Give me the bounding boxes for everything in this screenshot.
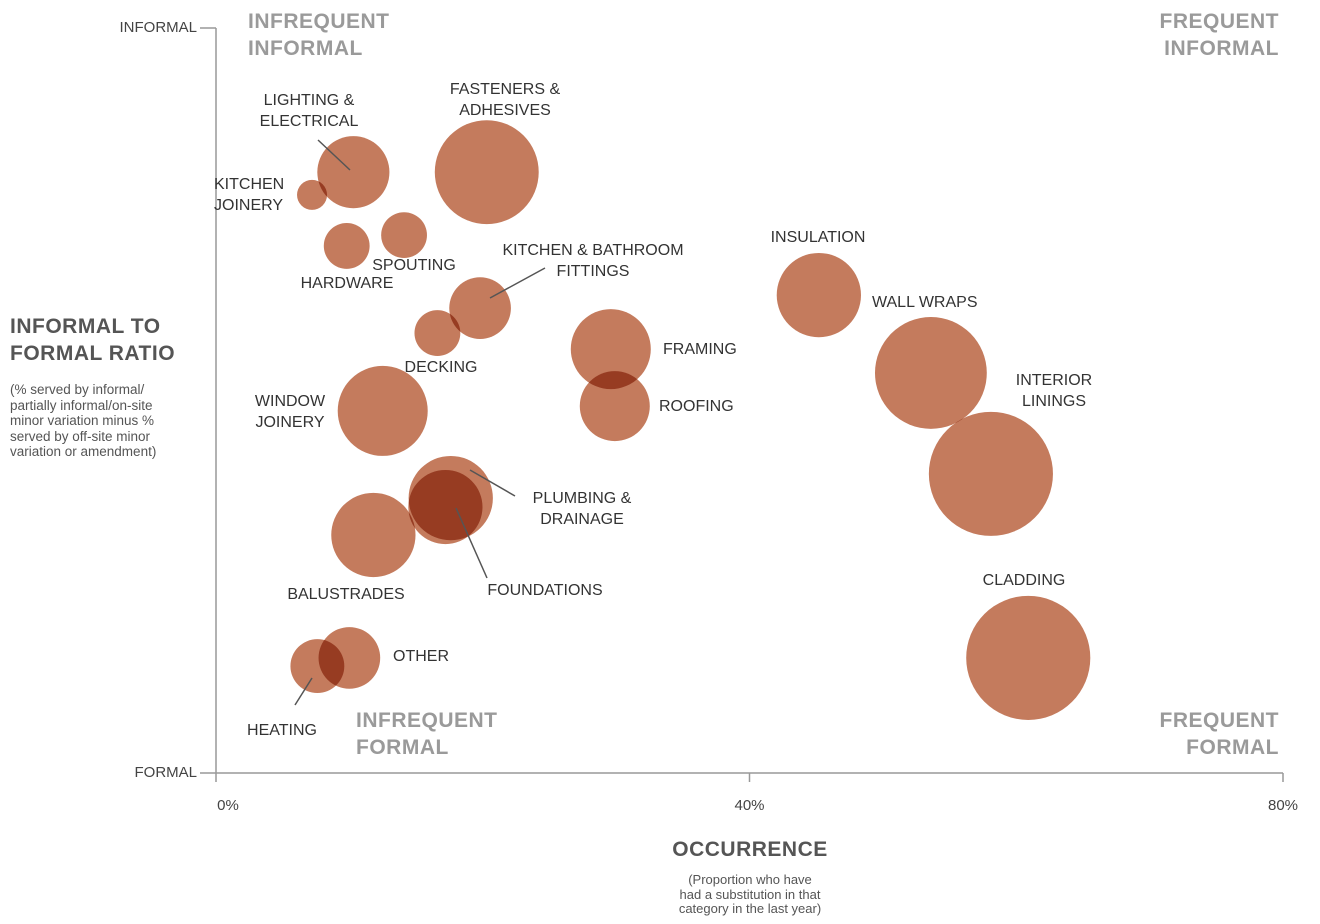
bubble-label: HEATING — [247, 722, 317, 739]
bubble — [874, 317, 987, 429]
bubble-label: KITCHEN & BATHROOM FITTINGS — [502, 242, 684, 280]
quadrant-label: FREQUENT INFORMAL — [1159, 10, 1279, 60]
bubble — [928, 411, 1053, 536]
quadrant-label: INFREQUENT FORMAL — [356, 709, 498, 759]
bubble-label: LIGHTING & ELECTRICAL — [259, 92, 359, 130]
bubble-label: HARDWARE — [300, 275, 394, 292]
bubble-label: SPOUTING — [372, 257, 456, 274]
bubble-label: FASTENERS & ADHESIVES — [449, 81, 561, 119]
bubble-label: PLUMBING & DRAINAGE — [532, 490, 632, 528]
bubble-label: ROOFING — [659, 398, 734, 415]
y-tick-label: INFORMAL — [119, 19, 197, 36]
bubble — [337, 365, 428, 456]
bubble-label: WALL WRAPS — [872, 294, 978, 311]
bubble-label: FOUNDATIONS — [487, 582, 603, 599]
bubble-label: OTHER — [393, 648, 449, 665]
bubble — [297, 179, 328, 210]
y-tick-label: FORMAL — [134, 764, 197, 781]
bubble — [381, 212, 427, 259]
leader-line — [455, 507, 488, 579]
y-axis-subtitle: (% served by informal/ partially informa… — [10, 382, 157, 459]
bubble-label: KITCHEN JOINERY — [214, 176, 285, 214]
bubble — [290, 639, 345, 694]
y-axis-title: INFORMAL TO FORMAL RATIO — [10, 315, 176, 365]
bubble — [323, 222, 370, 269]
bubble — [331, 492, 416, 578]
bubble-label: DECKING — [404, 359, 478, 376]
x-tick-label: 80% — [1267, 797, 1299, 814]
bubble-label: INSULATION — [770, 229, 866, 246]
quadrant-label: INFREQUENT INFORMAL — [248, 10, 390, 60]
bubble-label: FRAMING — [663, 341, 737, 358]
leader-line — [317, 139, 351, 171]
bubble-label: CLADDING — [982, 572, 1066, 589]
bubble — [966, 595, 1091, 720]
leader-line — [294, 677, 313, 706]
bubble — [570, 309, 651, 390]
quadrant-label: FREQUENT FORMAL — [1159, 709, 1279, 759]
leader-line — [489, 267, 546, 299]
bubble-label: BALUSTRADES — [287, 586, 405, 603]
bubble — [317, 136, 390, 209]
bubble — [579, 371, 650, 442]
x-tick-label: 40% — [734, 797, 765, 814]
leader-line — [469, 469, 516, 497]
bubble-label: INTERIOR LININGS — [1015, 372, 1093, 410]
bubble-label: WINDOW JOINERY — [254, 393, 326, 431]
x-axis-title: OCCURRENCE — [672, 838, 828, 861]
bubble — [449, 277, 511, 339]
bubble — [408, 469, 483, 545]
bubble — [414, 310, 461, 356]
x-axis-subtitle: (Proportion who have had a substitution … — [678, 872, 822, 916]
bubble — [776, 252, 861, 338]
bubble — [434, 120, 539, 225]
x-tick-label: 0% — [217, 797, 239, 814]
